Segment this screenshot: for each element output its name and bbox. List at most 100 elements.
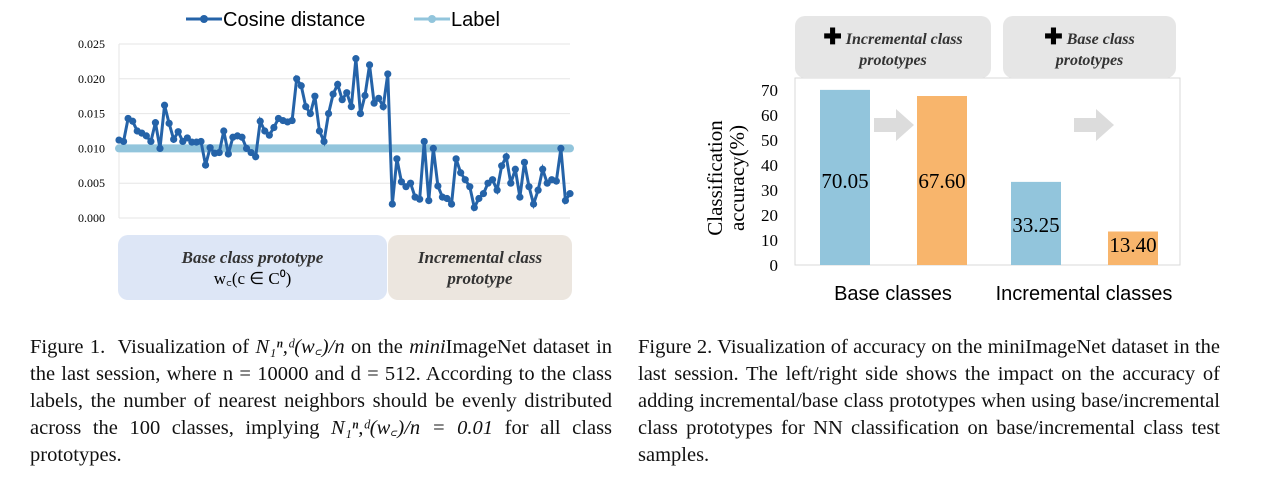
cosine-data-point (270, 123, 278, 132)
cosine-data-point (242, 144, 251, 152)
box-left-line2: prototypes (859, 52, 927, 69)
cosine-data-point (384, 70, 392, 78)
cosine-data-point (142, 132, 150, 140)
cosine-data-point (498, 162, 506, 170)
plot-frame (794, 77, 1181, 266)
y-tick-label: 40 (761, 156, 778, 175)
cosine-data-point (516, 193, 524, 201)
cosine-data-point (397, 178, 406, 186)
cosine-data-point (416, 195, 424, 203)
y-tick-label: 0.005 (78, 176, 105, 190)
cosine-data-point (215, 148, 223, 157)
caption-italic: mini (409, 336, 446, 358)
arrow-right-icon (874, 109, 914, 141)
cosine-data-point (511, 165, 519, 173)
legend-cosine-marker (200, 15, 208, 23)
cosine-data-point (493, 186, 501, 194)
y-axis-label: Classificationaccuracy(%) (703, 120, 749, 236)
cosine-data-point (306, 110, 314, 118)
y-tick-label: 0.010 (78, 141, 105, 155)
cosine-data-point (525, 183, 533, 191)
cosine-data-point (488, 176, 497, 184)
bar (820, 89, 870, 265)
box-right-line1: Base class (1066, 31, 1135, 48)
base-region-line1: Base class prototype (181, 248, 324, 267)
incr-region-line2: prototype (447, 269, 513, 288)
cosine-data-point (352, 55, 360, 63)
y-tick-label: 50 (761, 131, 778, 150)
cosine-data-point (220, 127, 228, 135)
cosine-data-point (375, 94, 383, 102)
incremental-region-label: Incremental class prototype (388, 235, 572, 300)
cosine-data-point (388, 200, 396, 208)
legend-label-marker (428, 15, 436, 23)
cosine-data-point (160, 101, 169, 109)
y-tick-label: 0.015 (78, 107, 105, 121)
figure2-caption: Figure 2. Visualization of accuracy on t… (638, 336, 1220, 466)
cosine-data-point (393, 155, 401, 163)
y-tick-label: 70 (761, 81, 778, 100)
cosine-data-point (470, 203, 478, 212)
legend-cosine-label: Cosine distance (223, 9, 365, 31)
cosine-data-point (434, 182, 442, 190)
cosine-data-point (507, 179, 515, 187)
cosine-data-point (361, 91, 369, 100)
cosine-data-point (379, 103, 387, 111)
box-right-line2: prototypes (1055, 52, 1124, 69)
caption-text: ImageNet dataset in the last session, wh… (30, 336, 613, 439)
box-left-line1: Incremental class (845, 31, 963, 48)
cosine-data-point (315, 127, 324, 135)
caption-math: N₁ⁿ,ᵈ(w꜀)/n (255, 336, 345, 358)
cosine-data-point (443, 194, 451, 203)
cosine-data-point (329, 90, 337, 98)
box-base-prototypes: ✚ Base class prototypes (1003, 16, 1176, 78)
cosine-data-point (502, 153, 510, 161)
cosine-data-point (170, 135, 178, 143)
caption-text: on the (350, 336, 403, 358)
bar-value-label: 13.40 (1109, 233, 1156, 257)
cosine-data-point (224, 150, 232, 158)
cosine-data-point (261, 127, 269, 135)
cosine-data-point (293, 75, 301, 83)
cosine-data-point (297, 82, 305, 90)
y-tick-label: 10 (761, 231, 778, 250)
cosine-data-point (302, 103, 310, 111)
cosine-data-point (197, 137, 205, 146)
cosine-data-point (247, 148, 255, 157)
cosine-data-point (324, 110, 333, 118)
cosine-data-point (461, 176, 469, 184)
cosine-data-point (457, 169, 465, 177)
y-tick-label: 30 (761, 181, 778, 200)
bar (917, 96, 967, 265)
cosine-data-point (288, 116, 296, 125)
caption-text: for all class prototypes. (30, 417, 613, 466)
cosine-data-point (252, 153, 260, 161)
cosine-data-point (406, 179, 415, 187)
cosine-data-point (566, 190, 574, 198)
cosine-data-point (466, 183, 474, 191)
cosine-data-point (183, 134, 191, 142)
y-tick-label: 0.020 (78, 72, 105, 86)
arrow-right-icon (1074, 109, 1114, 141)
cosine-data-point (534, 186, 542, 194)
bar-value-label: 70.05 (821, 169, 868, 193)
cosine-data-point (347, 103, 355, 111)
cosine-data-point (156, 144, 164, 152)
caption-math: N₁ⁿ,ᵈ(w꜀)/n = 0.01 (331, 417, 494, 439)
cosine-data-point (320, 137, 328, 146)
x-category-label: Base classes (834, 283, 952, 305)
cosine-data-point (129, 117, 137, 125)
cosine-data-point (165, 119, 173, 127)
bar-value-label: 67.60 (918, 169, 965, 193)
cosine-data-point (338, 96, 346, 104)
cosine-data-point (529, 200, 538, 208)
caption-text: Visualization of (117, 336, 250, 358)
y-tick-label: 0 (770, 256, 779, 275)
cosine-data-point (420, 137, 428, 146)
y-tick-label: 0.025 (78, 37, 105, 51)
cosine-data-point (356, 110, 365, 118)
cosine-data-point (256, 117, 264, 125)
cosine-data-point (370, 99, 378, 107)
cosine-data-point (334, 80, 342, 88)
cosine-data-point (119, 137, 128, 146)
